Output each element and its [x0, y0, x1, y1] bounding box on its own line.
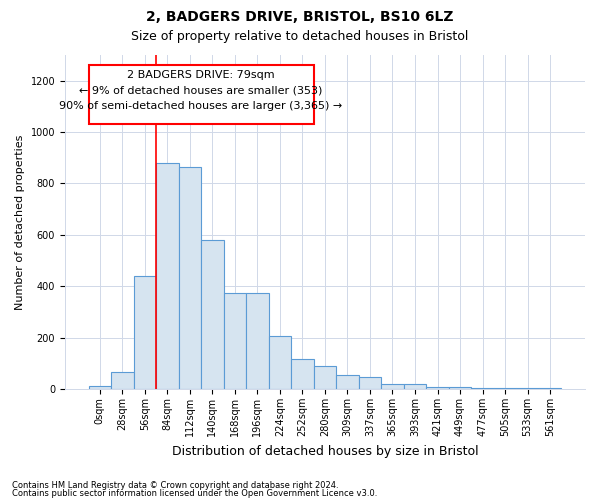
Text: Contains HM Land Registry data © Crown copyright and database right 2024.: Contains HM Land Registry data © Crown c…	[12, 481, 338, 490]
Text: ← 9% of detached houses are smaller (353): ← 9% of detached houses are smaller (353…	[79, 86, 323, 96]
Text: Size of property relative to detached houses in Bristol: Size of property relative to detached ho…	[131, 30, 469, 43]
Text: Contains public sector information licensed under the Open Government Licence v3: Contains public sector information licen…	[12, 488, 377, 498]
Bar	[134, 276, 156, 389]
Bar	[471, 388, 494, 389]
Y-axis label: Number of detached properties: Number of detached properties	[15, 134, 25, 310]
Text: 2 BADGERS DRIVE: 79sqm: 2 BADGERS DRIVE: 79sqm	[127, 70, 275, 81]
Bar	[246, 292, 269, 389]
Text: 2, BADGERS DRIVE, BRISTOL, BS10 6LZ: 2, BADGERS DRIVE, BRISTOL, BS10 6LZ	[146, 10, 454, 24]
Bar	[179, 167, 201, 389]
Bar	[111, 372, 134, 389]
Bar	[426, 387, 449, 389]
Bar	[156, 163, 179, 389]
Text: 90% of semi-detached houses are larger (3,365) →: 90% of semi-detached houses are larger (…	[59, 101, 343, 112]
Bar	[359, 378, 381, 389]
Bar	[539, 388, 562, 389]
Bar	[269, 336, 291, 389]
Bar	[314, 366, 336, 389]
Bar	[291, 360, 314, 389]
Bar	[381, 384, 404, 389]
Bar	[494, 388, 517, 389]
Bar	[89, 386, 111, 389]
Bar	[404, 384, 426, 389]
Bar	[89, 66, 314, 124]
X-axis label: Distribution of detached houses by size in Bristol: Distribution of detached houses by size …	[172, 444, 478, 458]
Bar	[201, 240, 224, 389]
Bar	[517, 388, 539, 389]
Bar	[224, 292, 246, 389]
Bar	[336, 375, 359, 389]
Bar	[449, 387, 471, 389]
